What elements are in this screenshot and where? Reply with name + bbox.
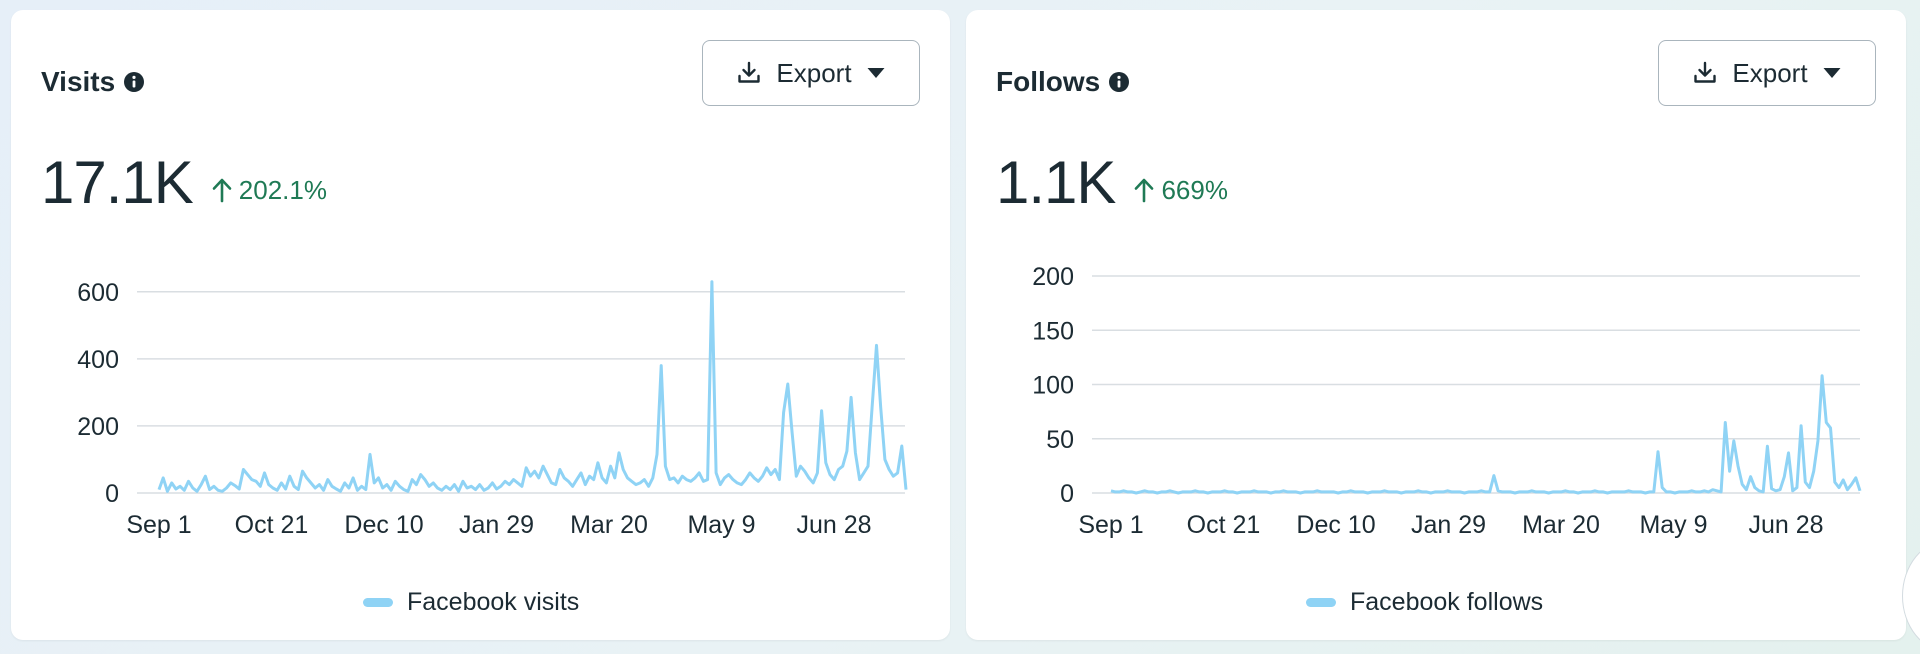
info-icon[interactable] xyxy=(123,71,145,93)
x-tick-label: Oct 21 xyxy=(235,511,309,539)
y-tick-label: 400 xyxy=(77,346,119,374)
y-tick-label: 0 xyxy=(105,480,119,508)
follows-export-label: Export xyxy=(1732,57,1808,88)
x-tick-label: Mar 20 xyxy=(1522,511,1600,539)
x-tick-label: Sep 1 xyxy=(1078,511,1143,539)
visits-metric-value: 17.1K xyxy=(41,149,194,216)
visits-export-button[interactable]: Export xyxy=(702,40,920,106)
visits-chart: 0 200 400 600 Sep 1 Oct 21 Dec 10 Jan 29 Mar 20 M… xyxy=(77,279,908,539)
x-tick-label: Dec 10 xyxy=(1296,511,1375,539)
visits-title-group: Visits xyxy=(41,66,145,98)
x-tick-label: Dec 10 xyxy=(344,511,423,539)
x-tick-label: Jun 28 xyxy=(796,511,871,539)
x-tick-label: May 9 xyxy=(687,511,755,539)
visits-title: Visits xyxy=(41,66,116,97)
follows-legend[interactable]: Facebook follows xyxy=(1306,588,1543,617)
visits-legend-label: Facebook visits xyxy=(407,588,580,616)
x-tick-label: Jun 28 xyxy=(1748,511,1823,539)
arrow-up-icon xyxy=(1135,178,1154,203)
follows-metric: 1.1K 669% xyxy=(996,148,1228,217)
x-tick-label: Oct 21 xyxy=(1187,511,1261,539)
caret-down-icon xyxy=(1823,68,1841,78)
visits-change-value: 202.1% xyxy=(238,174,327,205)
follows-legend-label: Facebook follows xyxy=(1350,588,1544,616)
visits-metric: 17.1K 202.1% xyxy=(41,148,327,217)
follows-change-value: 669% xyxy=(1161,174,1228,205)
y-tick-label: 50 xyxy=(1046,426,1074,454)
y-tick-label: 200 xyxy=(77,413,119,441)
y-tick-label: 150 xyxy=(1032,317,1074,345)
y-tick-label: 0 xyxy=(1060,480,1074,508)
visits-legend[interactable]: Facebook visits xyxy=(363,588,579,617)
download-icon xyxy=(738,61,761,83)
x-tick-label: May 9 xyxy=(1639,511,1707,539)
series-line-0[interactable] xyxy=(157,280,908,493)
follows-export-button[interactable]: Export xyxy=(1658,40,1876,106)
arrow-up-icon xyxy=(212,178,232,203)
visits-legend-swatch xyxy=(363,598,393,607)
series-line-0[interactable] xyxy=(1110,374,1862,495)
follows-metric-value: 1.1K xyxy=(996,149,1116,216)
y-tick-label: 100 xyxy=(1032,372,1074,400)
follows-chart: 0 50 100 150 200 Sep 1 Oct 21 Dec 10 Jan 29 Mar 2… xyxy=(1032,263,1862,539)
x-tick-label: Sep 1 xyxy=(126,511,191,539)
x-tick-label: Jan 29 xyxy=(1411,511,1486,539)
visits-card: Visits Export 17.1K 202.1% 0 200 400 600 Sep… xyxy=(11,10,950,640)
follows-title-group: Follows xyxy=(996,66,1130,98)
follows-change: 669% xyxy=(1133,175,1228,206)
follows-legend-swatch xyxy=(1306,598,1336,607)
y-tick-label: 200 xyxy=(1032,263,1074,291)
download-icon xyxy=(1694,61,1717,83)
follows-card: Follows Export 1.1K 669% 0 50 100 150 200 Sep… xyxy=(966,10,1906,640)
x-tick-label: Jan 29 xyxy=(459,511,534,539)
visits-export-label: Export xyxy=(776,57,852,88)
y-tick-label: 600 xyxy=(77,279,119,307)
caret-down-icon xyxy=(867,68,885,78)
x-tick-label: Mar 20 xyxy=(570,511,648,539)
info-icon[interactable] xyxy=(1108,71,1130,93)
follows-title: Follows xyxy=(996,66,1101,97)
visits-change: 202.1% xyxy=(211,175,327,206)
